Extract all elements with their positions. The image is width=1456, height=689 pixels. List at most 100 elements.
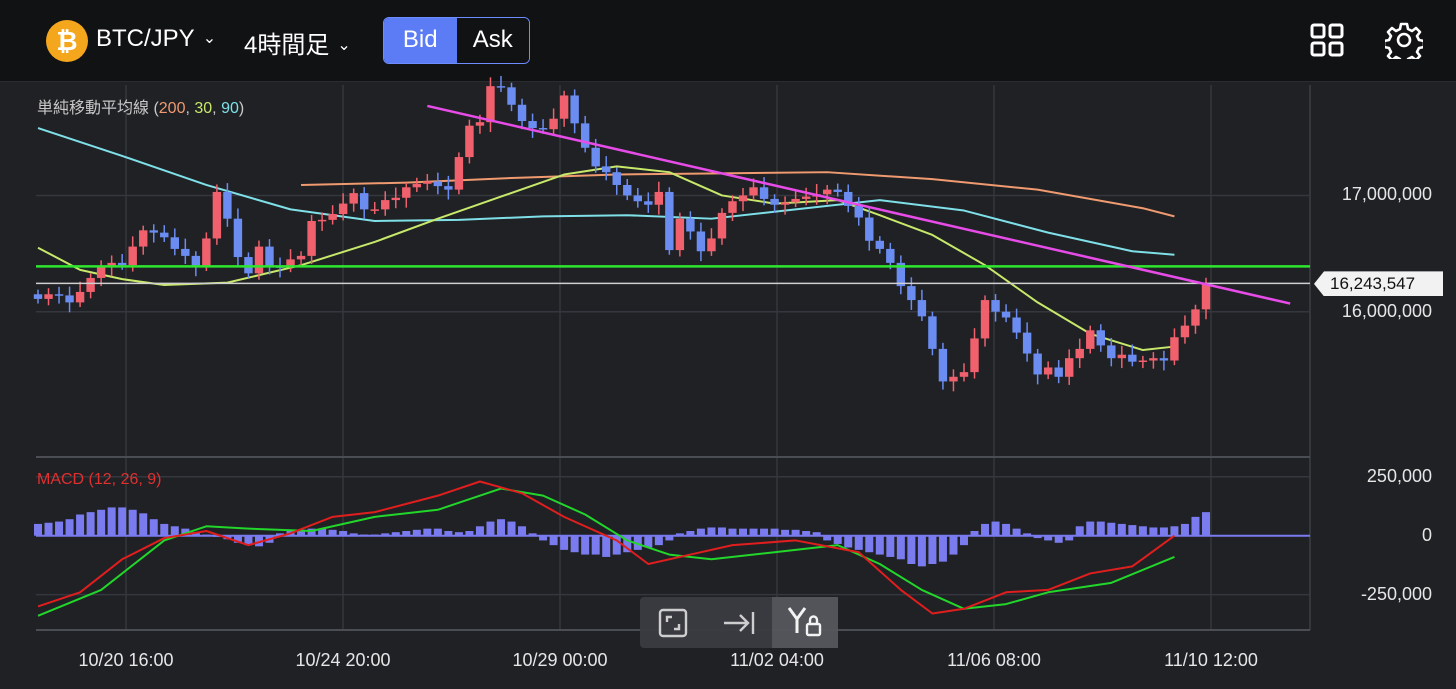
candle-body	[307, 221, 316, 256]
top-bar: ₿ BTC/JPY ⌄ 4時間足 ⌄ Bid Ask	[0, 0, 1456, 82]
candle-body	[517, 104, 527, 122]
candle-body	[423, 181, 432, 184]
histogram-bar	[1107, 522, 1116, 536]
histogram-bar	[465, 531, 474, 536]
chart-toolbar	[640, 597, 838, 648]
candle-body	[1107, 345, 1116, 359]
candle-body	[181, 248, 190, 256]
trendline	[427, 104, 1291, 305]
histogram-bar	[833, 535, 842, 544]
ask-button[interactable]: Ask	[456, 18, 529, 63]
histogram-bar	[233, 535, 242, 543]
candle-body	[991, 300, 1000, 312]
grid-icon[interactable]	[1310, 23, 1344, 57]
histogram-bar	[938, 535, 947, 562]
histogram-bar	[97, 509, 106, 536]
candle-body	[1149, 358, 1158, 361]
pair-selector[interactable]: BTC/JPY ⌄	[96, 25, 216, 53]
bid-button[interactable]: Bid	[384, 18, 457, 63]
time-tick-label: 10/20 16:00	[78, 650, 174, 670]
candle-body	[286, 259, 295, 268]
candle-body	[65, 295, 74, 303]
candle-body	[770, 198, 779, 205]
gear-icon[interactable]	[1385, 21, 1423, 59]
sma-legend: 単純移動平均線 (200, 30, 90)	[37, 100, 245, 117]
time-tick-label: 10/29 00:00	[512, 650, 608, 670]
pair-label: BTC/JPY	[96, 25, 195, 52]
candle-body	[486, 86, 495, 123]
candle-body	[1054, 367, 1063, 377]
histogram-bar	[128, 509, 137, 536]
candle-body	[1075, 348, 1084, 359]
histogram-bar	[581, 535, 590, 555]
candle-body	[1138, 360, 1148, 363]
y-axis-lock-button[interactable]	[772, 597, 838, 648]
histogram-bar	[1012, 528, 1021, 536]
timeframe-selector[interactable]: 4時間足 ⌄	[244, 25, 351, 60]
candle-body	[117, 262, 127, 266]
histogram-bar	[654, 535, 663, 546]
candle-body	[854, 205, 863, 218]
histogram-bar	[1002, 523, 1011, 536]
candle-body	[1159, 358, 1169, 361]
candle-body	[1128, 354, 1137, 362]
histogram-bar	[170, 526, 179, 536]
candle-body	[675, 218, 685, 251]
histogram-bar	[981, 523, 990, 536]
candle-body	[738, 195, 748, 202]
candle-body	[223, 191, 232, 219]
fit-screen-button[interactable]	[640, 597, 706, 648]
candle-body	[602, 166, 611, 173]
candle-body	[844, 191, 853, 206]
candle-body	[44, 294, 53, 299]
histogram-bar	[707, 527, 716, 536]
candle-body	[139, 230, 148, 247]
candle-body	[728, 201, 737, 213]
candle-body	[665, 191, 674, 251]
price-tick-label: 17,000,000	[1341, 184, 1432, 205]
histogram-bar	[507, 521, 516, 536]
histogram-bar	[276, 533, 285, 536]
candle-body	[886, 248, 895, 263]
histogram-bar	[886, 535, 895, 557]
histogram-bar	[823, 535, 832, 541]
histogram-bar	[307, 528, 316, 536]
histogram-bar	[475, 526, 484, 536]
macd-tick-label: 0	[1421, 524, 1432, 545]
scroll-to-end-icon	[724, 611, 755, 634]
candle-body	[433, 181, 443, 187]
candle-body	[254, 246, 264, 274]
histogram-bar	[802, 531, 811, 536]
candle-body	[1022, 332, 1032, 354]
candle-body	[444, 186, 453, 190]
candle-body	[644, 201, 653, 205]
candle-body	[96, 266, 106, 278]
candle-body	[696, 231, 706, 252]
macd-tick-label: 250,000	[1366, 465, 1432, 486]
histogram-bar	[770, 528, 779, 536]
candle-body	[1086, 330, 1095, 349]
candle-body	[107, 262, 116, 267]
histogram-bar	[339, 531, 348, 536]
candle-body	[1043, 367, 1053, 375]
histogram-bar	[1033, 535, 1042, 539]
histogram-bar	[1191, 516, 1200, 536]
candle-body	[717, 212, 727, 239]
candle-body	[591, 147, 600, 167]
time-tick-label: 10/24 20:00	[295, 650, 391, 670]
histogram-bar	[1180, 523, 1189, 536]
sma-prefix: 単純移動平均線 (	[37, 100, 159, 117]
histogram-bar	[602, 535, 611, 557]
histogram-bar	[86, 512, 95, 536]
candle-body	[928, 316, 937, 349]
histogram-bar	[1149, 527, 1158, 536]
candle-body	[1064, 358, 1074, 377]
histogram-bar	[1096, 521, 1105, 536]
candle-body	[349, 193, 358, 204]
histogram-bar	[518, 526, 527, 536]
scroll-to-end-button[interactable]	[706, 597, 772, 648]
histogram-bar	[244, 535, 253, 546]
histogram-bar	[686, 531, 695, 536]
histogram-bar	[318, 528, 327, 536]
